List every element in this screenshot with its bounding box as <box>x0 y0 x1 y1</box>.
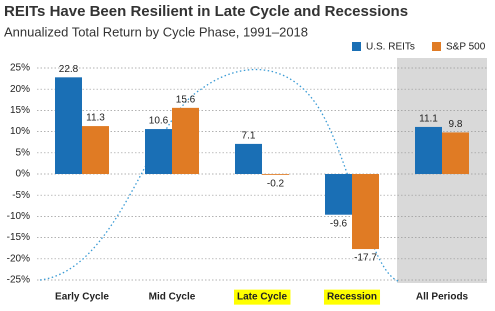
value-label: 11.1 <box>419 114 438 125</box>
y-tick-label: 10% <box>10 126 30 137</box>
bar <box>55 77 82 174</box>
legend-label: S&P 500 <box>446 42 486 53</box>
bar <box>325 174 352 215</box>
value-label: 22.8 <box>59 64 79 75</box>
x-tick-label: Recession <box>327 292 377 303</box>
value-label: -9.6 <box>330 218 348 229</box>
bar <box>172 107 199 174</box>
value-label: 9.8 <box>449 119 463 130</box>
bar <box>145 129 172 174</box>
legend-swatch <box>432 42 441 51</box>
legend-label: U.S. REITs <box>366 42 415 53</box>
y-tick-label: 20% <box>10 84 30 95</box>
background-layer <box>37 58 487 305</box>
x-tick-label: Mid Cycle <box>149 292 196 303</box>
bar <box>82 126 109 174</box>
bar <box>352 174 379 250</box>
bar <box>262 174 289 175</box>
y-tick-label: -25% <box>7 275 30 286</box>
y-tick-label: -20% <box>7 253 30 264</box>
y-tick-label: -5% <box>12 190 30 201</box>
value-label: 11.3 <box>86 113 105 124</box>
y-tick-label: 0% <box>16 169 31 180</box>
chart-subtitle: Annualized Total Return by Cycle Phase, … <box>4 24 308 39</box>
y-tick-label: 5% <box>16 147 31 158</box>
value-label: 10.6 <box>149 116 169 127</box>
label-highlight <box>233 289 291 305</box>
value-label: 15.6 <box>176 94 196 105</box>
y-tick-label: -15% <box>7 232 30 243</box>
value-label: 7.1 <box>242 131 256 142</box>
value-label: -17.7 <box>354 253 377 264</box>
bar <box>442 132 469 174</box>
label-highlight <box>323 289 381 305</box>
x-tick-label: All Periods <box>416 292 469 303</box>
bar <box>235 143 262 174</box>
y-tick-label: -10% <box>7 211 30 222</box>
bar <box>415 126 442 174</box>
y-tick-label: 15% <box>10 105 30 116</box>
y-tick-label: 25% <box>10 63 30 74</box>
x-tick-label: Late Cycle <box>237 292 287 303</box>
chart-title: REITs Have Been Resilient in Late Cycle … <box>4 3 408 20</box>
x-tick-label: Early Cycle <box>55 292 109 303</box>
legend-swatch <box>352 42 361 51</box>
value-label: -0.2 <box>267 178 285 189</box>
